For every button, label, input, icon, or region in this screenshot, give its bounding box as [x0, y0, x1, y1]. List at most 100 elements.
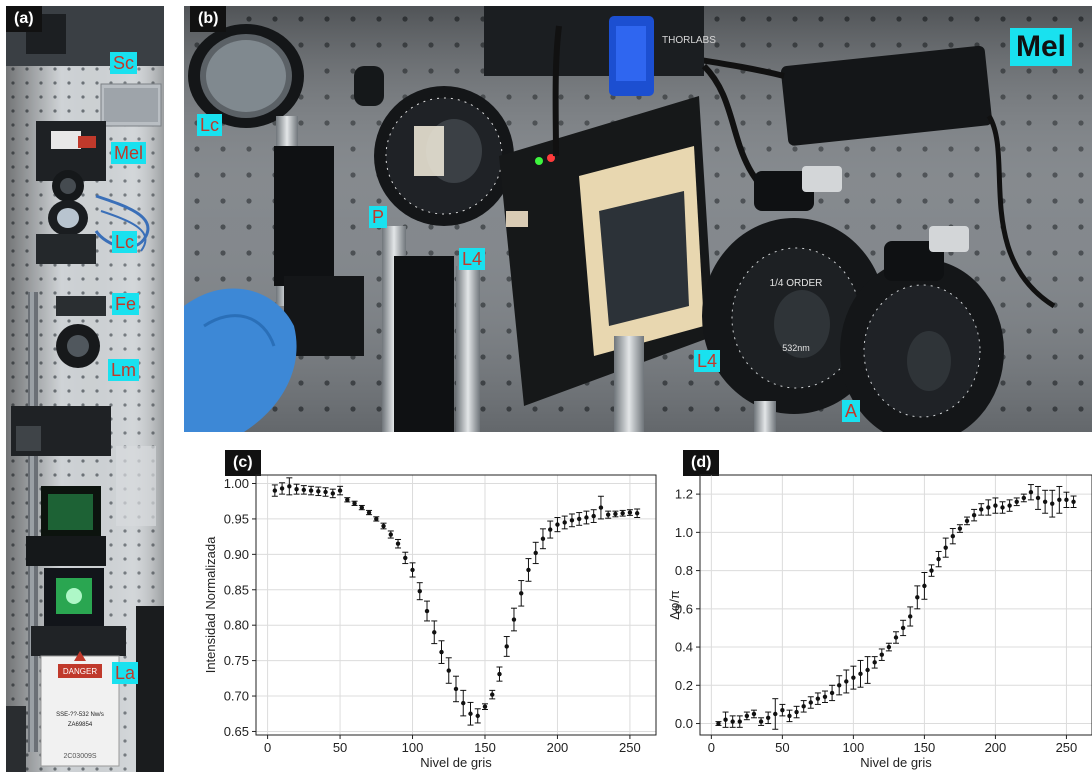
marker: [584, 515, 589, 520]
panel-tag-a: (a): [6, 6, 42, 32]
data-point: [554, 517, 561, 533]
plot-frame: [255, 474, 657, 736]
optical-bench-photo-a: DANGER SSE-??-532 Nw/s ZA69854 2C03009S: [6, 6, 164, 772]
data-point: [715, 721, 722, 726]
data-point: [907, 606, 914, 627]
label-mel-b: Mel: [1010, 28, 1073, 66]
marker: [374, 516, 379, 522]
marker: [634, 511, 640, 516]
plot-frame: [699, 474, 1092, 736]
marker: [627, 510, 633, 515]
y-axis-label: Intensidad Normalizada: [203, 536, 218, 673]
label-lc-a: Lc: [112, 231, 138, 253]
data-point: [344, 497, 351, 503]
marker: [352, 501, 357, 506]
x-tick-label: 0: [264, 740, 271, 755]
data-point: [380, 522, 387, 530]
marker: [555, 522, 560, 527]
marker: [548, 527, 553, 532]
waveplate-wavelength-text: 532nm: [782, 343, 810, 353]
data-point: [489, 689, 496, 700]
data-point: [445, 657, 452, 684]
marker: [744, 713, 750, 719]
marker: [836, 683, 842, 688]
marker: [330, 491, 336, 496]
data-point: [964, 516, 971, 526]
data-point: [308, 485, 315, 496]
x-tick-label: 200: [547, 740, 569, 755]
data-point: [279, 482, 286, 495]
marker: [562, 520, 567, 525]
marker: [366, 510, 372, 515]
marker: [461, 700, 466, 706]
data-point: [518, 580, 525, 607]
data-point: [743, 711, 750, 721]
marker: [337, 488, 343, 493]
data-point: [864, 656, 871, 684]
data-point: [857, 659, 864, 688]
y-tick-label: 0.65: [224, 724, 249, 739]
data-point: [605, 510, 612, 519]
marker: [886, 644, 892, 650]
marker: [915, 595, 920, 600]
marker: [533, 550, 538, 556]
device-text-line-3: 2C03009S: [63, 753, 96, 760]
marker: [971, 512, 977, 518]
marker: [620, 511, 625, 516]
marker: [576, 516, 582, 522]
marker: [432, 630, 437, 635]
data-point: [416, 582, 423, 601]
marker: [993, 503, 998, 508]
data-point: [286, 477, 293, 496]
marker: [950, 533, 956, 539]
panel-tag-c: (c): [225, 450, 261, 476]
data-point: [576, 512, 583, 526]
marker: [922, 583, 927, 589]
marker: [519, 591, 524, 596]
marker: [490, 692, 495, 697]
marker: [780, 707, 785, 713]
marker: [1057, 497, 1062, 503]
data-point: [736, 715, 743, 728]
x-tick-label: 250: [619, 740, 641, 755]
label-p: P: [369, 206, 388, 228]
marker: [858, 671, 863, 677]
y-tick-label: 0.2: [675, 678, 693, 693]
marker: [1028, 490, 1034, 495]
marker: [1035, 495, 1041, 501]
marker: [758, 719, 764, 724]
y-tick-label: 0.8: [675, 563, 693, 578]
y-tick-label: 0.6: [675, 601, 693, 616]
data-point: [539, 528, 546, 550]
y-tick-label: 0.70: [224, 689, 249, 704]
marker: [453, 686, 459, 692]
data-point: [878, 648, 885, 661]
data-point: [992, 497, 999, 514]
data-point: [807, 696, 814, 709]
data-point: [634, 508, 641, 519]
label-lc-b: Lc: [197, 114, 223, 136]
data-point: [532, 541, 539, 565]
marker: [439, 649, 444, 655]
data-point: [510, 607, 517, 632]
marker: [468, 711, 473, 716]
data-point: [1027, 484, 1034, 501]
marker: [482, 704, 488, 709]
marker: [1064, 497, 1069, 503]
marker: [569, 518, 575, 523]
data-point: [1035, 485, 1042, 510]
data-point: [322, 487, 329, 497]
data-point: [1070, 495, 1077, 508]
marker: [822, 694, 828, 699]
y-tick-label: 1.00: [224, 476, 249, 491]
data-point: [271, 484, 278, 497]
data-point: [729, 715, 736, 728]
photo-panel-b: THORLABS 1/4 ORDER 532nm (b) Mel Lc P L4…: [184, 6, 1092, 432]
marker: [1071, 499, 1076, 504]
data-point: [928, 564, 935, 577]
y-tick-label: 1.0: [675, 525, 693, 540]
marker: [475, 713, 480, 719]
data-point: [460, 689, 467, 717]
data-point: [942, 537, 949, 558]
data-point: [583, 510, 590, 525]
